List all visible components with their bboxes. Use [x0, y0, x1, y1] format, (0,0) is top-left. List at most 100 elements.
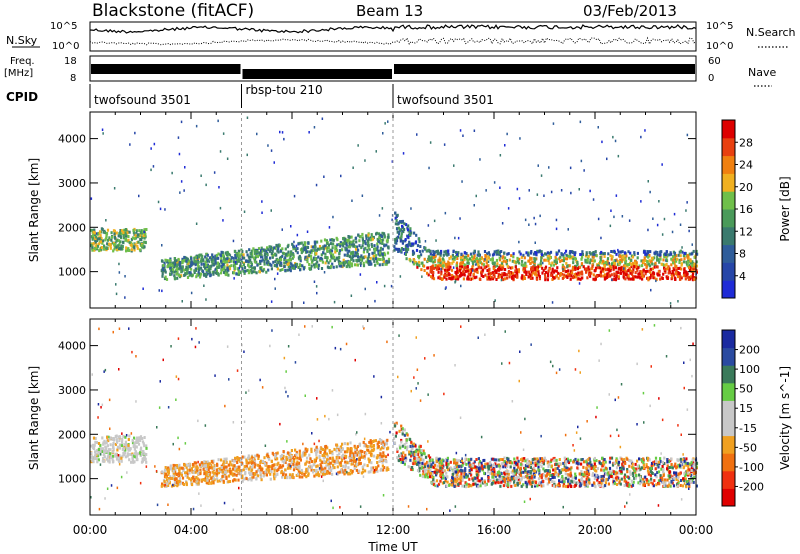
echo-cell — [480, 272, 483, 276]
echo-cell — [350, 264, 354, 268]
echo-cell — [197, 481, 200, 485]
echo-cell — [104, 238, 107, 242]
echo-cell — [595, 254, 598, 258]
echo-cell — [102, 442, 105, 446]
echo-cell — [465, 252, 468, 255]
echo-cell — [269, 472, 272, 476]
echo-cell — [312, 249, 315, 252]
echo-cell — [349, 449, 352, 453]
echo-cell — [277, 250, 280, 254]
echo-cell — [501, 266, 504, 270]
echo-cell — [594, 266, 598, 270]
echo-cell-sparse — [350, 294, 353, 297]
echo-cell — [429, 257, 432, 261]
echo-cell — [198, 255, 201, 259]
freq-tick-top: 18 — [64, 56, 77, 67]
echo-cell — [386, 438, 389, 442]
echo-cell — [311, 259, 314, 263]
echo-cell — [249, 269, 252, 272]
echo-cell — [135, 455, 138, 458]
echo-cell — [276, 451, 279, 455]
echo-cell — [143, 228, 146, 232]
echo-cell — [657, 258, 660, 262]
echo-cell — [416, 262, 419, 266]
echo-cell — [333, 447, 336, 451]
echo-cell — [116, 448, 119, 452]
echo-cell-sparse — [555, 227, 558, 231]
echo-cell — [337, 259, 340, 263]
echo-cell-sparse — [551, 301, 554, 304]
echo-cell — [511, 271, 514, 275]
echo-cell — [555, 458, 558, 462]
echo-cell — [208, 465, 211, 469]
echo-cell — [570, 250, 573, 254]
echo-cell — [321, 461, 324, 465]
echo-cell-sparse — [583, 169, 585, 172]
echo-cell-sparse — [293, 240, 295, 244]
echo-cell — [495, 269, 498, 273]
echo-cell — [330, 254, 333, 258]
echo-cell — [566, 272, 570, 276]
echo-cell — [662, 263, 665, 267]
echo-cell — [378, 258, 381, 261]
echo-cell-sparse — [661, 233, 664, 236]
echo-cell — [338, 256, 341, 259]
echo-cell — [220, 478, 223, 482]
echo-cell — [378, 232, 381, 236]
echo-cell — [640, 259, 643, 263]
echo-cell — [259, 267, 262, 270]
echo-cell — [265, 255, 268, 259]
echo-cell — [680, 276, 683, 280]
echo-cell — [480, 257, 483, 261]
echo-cell — [227, 474, 231, 478]
echo-cell — [107, 452, 110, 456]
echo-cell — [358, 443, 361, 447]
echo-cell — [172, 261, 175, 265]
echo-cell — [124, 448, 127, 452]
echo-cell — [118, 439, 121, 443]
echo-cell — [551, 278, 554, 281]
echo-cell — [399, 239, 402, 243]
echo-cell — [291, 264, 294, 268]
echo-cell — [264, 249, 267, 253]
echo-cell — [115, 239, 118, 243]
echo-cell — [353, 464, 356, 468]
echo-cell — [667, 271, 670, 275]
echo-cell — [343, 261, 346, 265]
echo-cell — [359, 258, 362, 262]
echo-cell — [216, 261, 220, 265]
echo-cell — [312, 470, 315, 474]
echo-cell — [168, 481, 171, 485]
echo-cell — [379, 239, 382, 243]
echo-cell — [547, 274, 550, 278]
echo-cell — [205, 273, 208, 276]
echo-cell — [343, 442, 346, 446]
echo-cell — [195, 275, 198, 279]
echo-cell — [501, 276, 504, 280]
echo-cell — [361, 450, 364, 453]
echo-cell — [216, 479, 219, 483]
echo-cell — [300, 241, 303, 245]
echo-cell — [183, 255, 186, 259]
echo-cell — [128, 448, 131, 452]
echo-cell — [387, 235, 390, 239]
echo-cell — [288, 463, 291, 467]
echo-cell — [604, 481, 607, 485]
echo-cell — [232, 271, 235, 275]
echo-cell — [642, 480, 646, 484]
echo-cell — [113, 232, 116, 236]
echo-cell — [341, 442, 344, 446]
echo-cell — [622, 275, 625, 279]
echo-cell — [343, 242, 346, 245]
echo-cell — [206, 478, 209, 482]
echo-cell — [434, 254, 437, 258]
echo-cell — [115, 231, 118, 235]
echo-cell-sparse — [650, 288, 652, 292]
echo-cell — [592, 252, 595, 256]
echo-cell-sparse — [105, 219, 107, 222]
echo-cell — [631, 270, 634, 274]
echo-cell — [169, 259, 172, 263]
echo-cell — [353, 455, 356, 459]
echo-cell — [615, 277, 618, 281]
echo-cell — [497, 250, 500, 254]
